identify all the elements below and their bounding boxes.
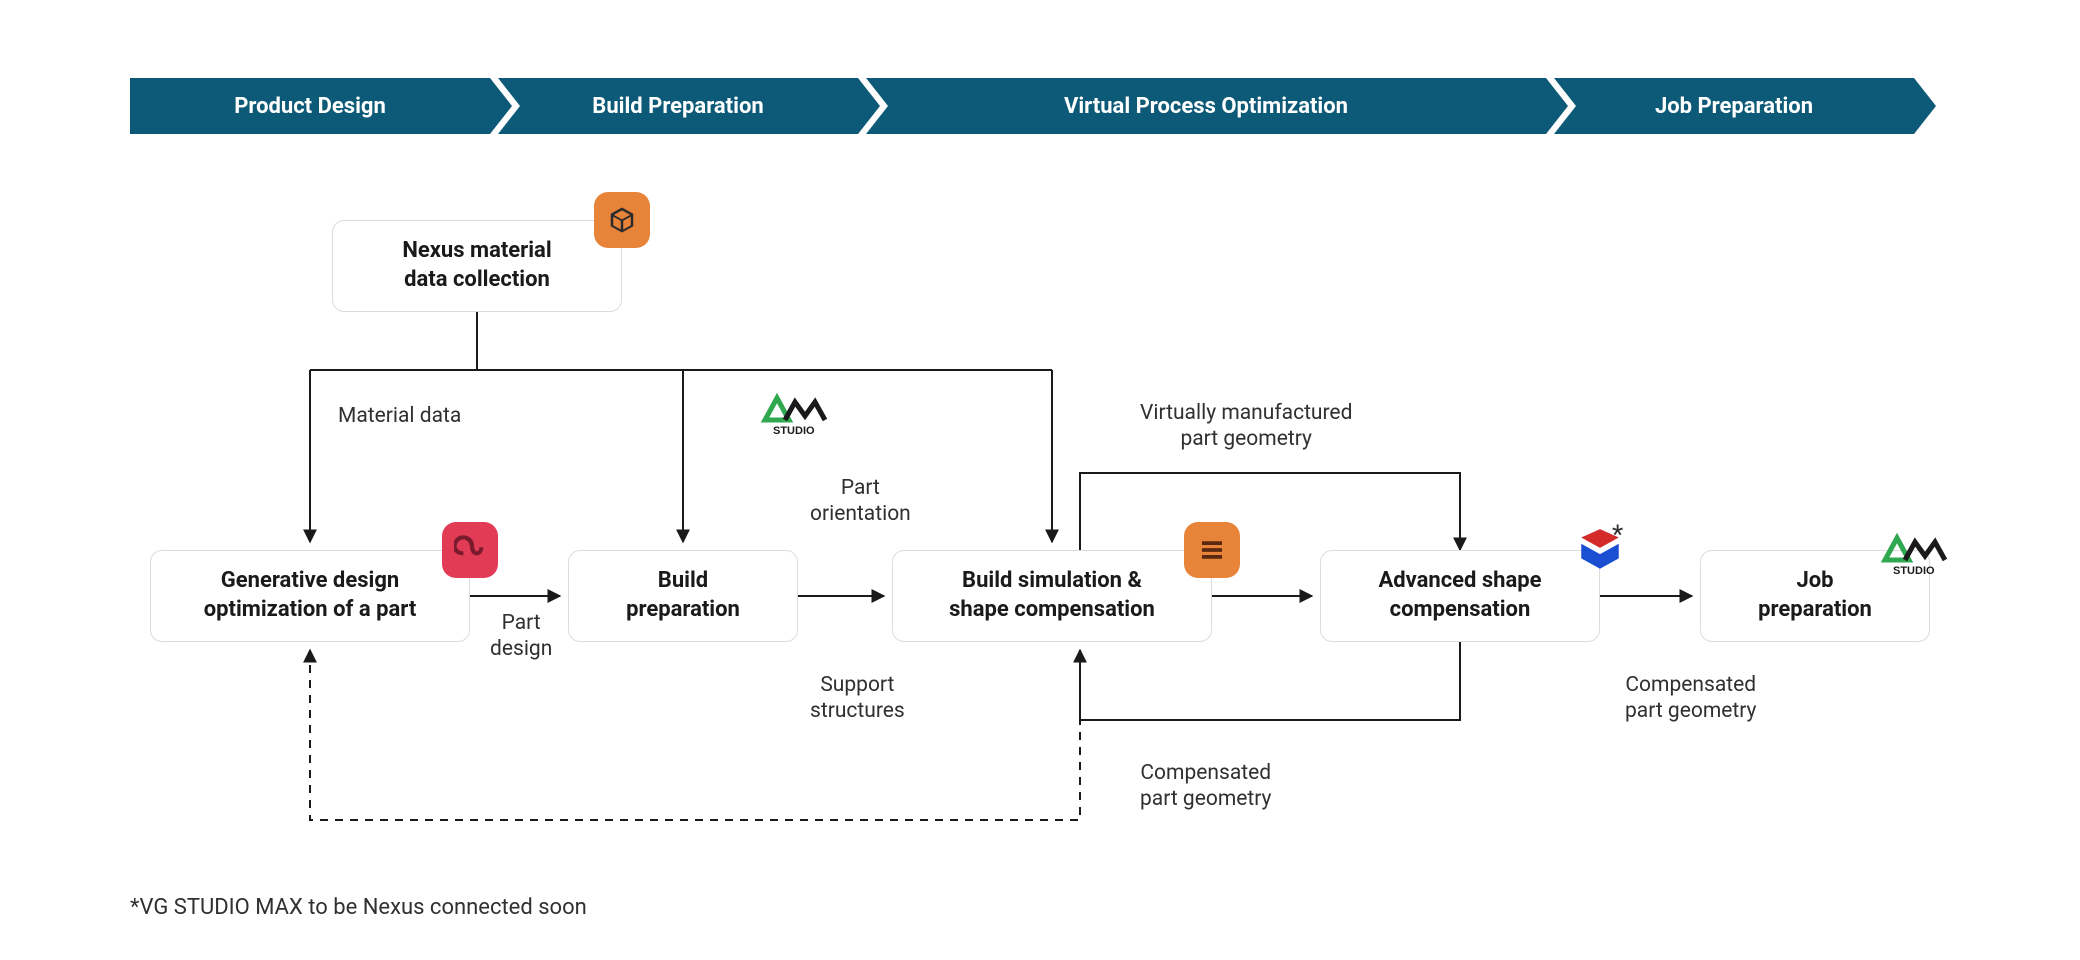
edge-label-compensated-geometry-out: Compensatedpart geometry [1625,672,1757,725]
svg-text:STUDIO: STUDIO [773,425,815,437]
node-label: Jobpreparation [1758,567,1872,624]
stage-label: Virtual Process Optimization [1064,94,1348,119]
vg-studio-icon [1572,522,1628,578]
footnote: *VG STUDIO MAX to be Nexus connected soo… [130,895,587,920]
node-label: Build simulation &shape compensation [949,567,1155,624]
edge-label-compensated-geometry-loop: Compensatedpart geometry [1140,760,1272,813]
edge-label-material-data: Material data [338,403,461,429]
node-advanced-shape: Advanced shapecompensation [1320,550,1600,642]
stage-bar: Product Design Build Preparation Virtual… [130,78,1960,134]
stage-product-design: Product Design [130,78,490,134]
stage-label: Build Preparation [592,94,763,119]
edge-label-virtually-manufactured: Virtually manufacturedpart geometry [1140,400,1352,453]
node-generative-design: Generative designoptimization of a part [150,550,470,642]
nexus-cube-icon [594,192,650,248]
chevron-icon [858,78,880,134]
generative-knot-icon [442,522,498,578]
stage-job-preparation: Job Preparation [1554,78,1914,134]
buildsim-stack-icon [1184,522,1240,578]
edge-label-support-structures: Supportstructures [810,672,905,725]
stage-label: Job Preparation [1655,94,1813,119]
am-studio-icon: STUDIO [755,390,835,440]
stage-virtual-process: Virtual Process Optimization [866,78,1546,134]
chevron-icon [1546,78,1568,134]
node-label: Nexus materialdata collection [402,237,551,294]
stage-label: Product Design [234,94,386,119]
flow-connectors [0,0,2080,960]
node-build-simulation: Build simulation &shape compensation [892,550,1212,642]
stage-build-preparation: Build Preparation [498,78,858,134]
edge-label-part-design: Partdesign [490,610,552,663]
edge-label-part-orientation: Partorientation [810,475,911,528]
chevron-icon [1914,78,1936,134]
node-label: Generative designoptimization of a part [204,567,417,624]
node-nexus-material: Nexus materialdata collection [332,220,622,312]
am-studio-icon: STUDIO [1875,530,1955,580]
svg-text:STUDIO: STUDIO [1893,565,1935,577]
node-label: Buildpreparation [626,567,740,624]
node-label: Advanced shapecompensation [1378,567,1541,624]
chevron-icon [490,78,512,134]
node-build-preparation: Buildpreparation [568,550,798,642]
